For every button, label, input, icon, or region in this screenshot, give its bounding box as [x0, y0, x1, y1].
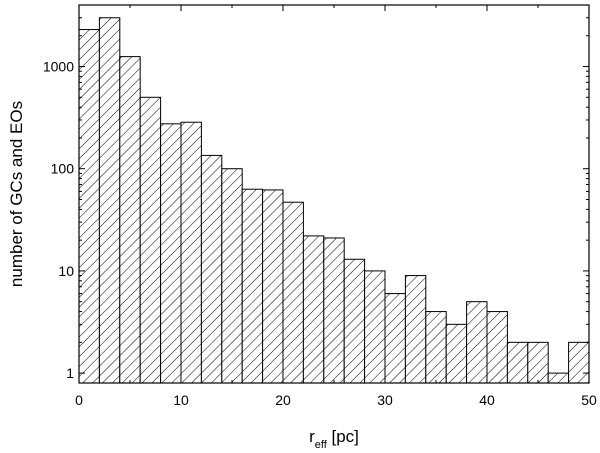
- histogram-bar: [466, 301, 488, 384]
- histogram-bar: [119, 56, 141, 384]
- x-tick-label: 30: [377, 392, 393, 408]
- x-axis-title-sub: eff: [315, 439, 328, 451]
- x-tick-label: 50: [581, 392, 597, 408]
- histogram-bar: [139, 96, 162, 384]
- x-axis-title-main: r: [309, 427, 315, 446]
- histogram-bar: [527, 341, 549, 384]
- x-tick-label: 20: [275, 392, 291, 408]
- histogram-bar: [160, 123, 182, 384]
- ticks-group: 0 10 20 30 40 50 1 10 100 1000: [43, 4, 597, 408]
- histogram-bar: [221, 168, 243, 384]
- histogram-bar: [241, 188, 264, 384]
- y-tick-label: 10: [58, 263, 74, 279]
- y-axis-title: number of GCs and EOs: [7, 101, 26, 287]
- histogram-bar: [547, 372, 570, 384]
- bars-group: [78, 17, 590, 384]
- histogram-bar: [343, 258, 366, 384]
- x-axis-title-unit: [pc]: [327, 427, 359, 446]
- y-tick-label: 1: [66, 365, 74, 381]
- histogram-bar: [486, 311, 508, 384]
- histogram-bar: [445, 323, 468, 384]
- histogram-bar: [98, 17, 121, 384]
- histogram-bar: [323, 237, 345, 384]
- histogram-bar: [506, 341, 529, 384]
- histogram-bar: [425, 311, 447, 384]
- histogram-bar: [404, 275, 427, 384]
- plot-frame: [78, 4, 590, 384]
- histogram-bar: [78, 29, 100, 384]
- histogram-bar: [200, 154, 223, 384]
- histogram-bar: [302, 235, 325, 384]
- histogram-bar: [180, 121, 202, 384]
- histogram-bar: [568, 341, 590, 384]
- histogram-bar: [384, 293, 406, 384]
- histogram-bar: [262, 189, 284, 384]
- y-tick-label: 100: [51, 161, 75, 177]
- x-tick-label: 0: [75, 392, 83, 408]
- x-axis-title: reff [pc]: [309, 427, 359, 451]
- histogram-bar: [364, 270, 386, 384]
- x-tick-label: 40: [479, 392, 495, 408]
- histogram-bar: [282, 201, 304, 384]
- y-tick-label: 1000: [43, 59, 74, 75]
- x-tick-label: 10: [173, 392, 189, 408]
